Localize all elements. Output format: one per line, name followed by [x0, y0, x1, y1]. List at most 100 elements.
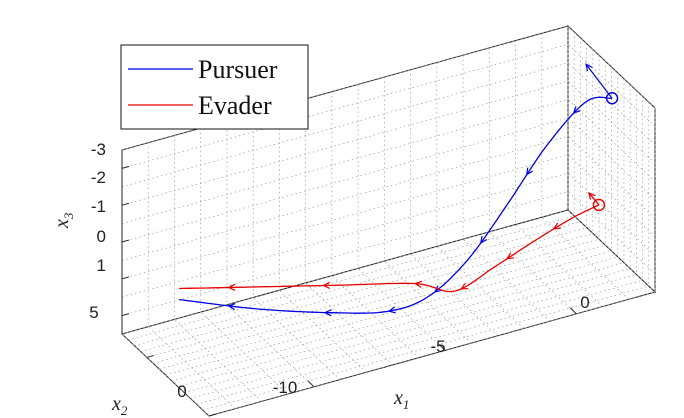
y-axis-tick: [146, 354, 154, 358]
grid-line: [384, 260, 472, 344]
grid-line: [121, 136, 569, 261]
y-tick-label: 0: [177, 382, 186, 401]
grid-line: [489, 231, 577, 315]
direction-arrow-pursuer: [572, 106, 581, 114]
legend-label-evader: Evader: [198, 91, 272, 120]
grid-line: [567, 117, 656, 201]
grid-line: [305, 282, 393, 366]
grid-line: [190, 274, 637, 399]
legend: Pursuer Evader: [120, 44, 309, 130]
grid-line: [121, 117, 569, 243]
grid-line: [134, 221, 581, 347]
grid-line: [146, 233, 593, 358]
y-axis-label-sub: 2: [121, 403, 128, 418]
x-axis-label-main: x: [393, 387, 403, 409]
z-axis-tick: [121, 276, 130, 280]
grid-line: [196, 279, 643, 405]
grid-line: [515, 224, 603, 307]
direction-arrow-pursuer: [227, 303, 236, 311]
grid-line: [177, 262, 625, 388]
z-axis-tick: [121, 239, 130, 243]
series-line-evader: [179, 204, 600, 293]
grid-line: [567, 80, 656, 164]
legend-box: [120, 44, 309, 130]
grid-line: [121, 154, 569, 280]
y-axis-label: x2: [111, 393, 128, 418]
grid-line: [567, 172, 656, 256]
z-tick-labels: -3 -2 -1 0 1: [91, 140, 106, 275]
direction-arrow-pursuer: [387, 306, 396, 314]
direction-arrow-evader: [459, 282, 469, 290]
grid-line: [331, 275, 420, 358]
x-tick-label: 0: [580, 293, 589, 312]
z-tick-label: -1: [91, 197, 106, 216]
grid-line: [462, 238, 551, 322]
z-tick-label: 1: [97, 256, 106, 275]
y-axis-tick: [208, 413, 217, 417]
x-axis-label: x1: [393, 387, 409, 412]
direction-arrow-pursuer: [526, 167, 534, 176]
grid-line: [165, 250, 612, 376]
grid-line: [208, 291, 656, 417]
x-axis-tick: [438, 343, 446, 351]
series-line-pursuer: [179, 96, 613, 314]
heading-line-evader: [588, 192, 600, 206]
grid-line: [159, 244, 606, 370]
z-axis-tick: [121, 313, 130, 317]
direction-arrow-evader: [413, 280, 423, 288]
z-axis-tick: [121, 202, 130, 206]
grid-line: [121, 172, 569, 298]
direction-arrow-pursuer: [323, 309, 332, 317]
legend-label-pursuer: Pursuer: [198, 55, 278, 84]
grid-line: [121, 209, 569, 335]
grid-line: [121, 191, 569, 316]
start-marker-evader: [592, 198, 606, 212]
series-layer: [179, 63, 619, 317]
grid-line: [567, 154, 656, 238]
z-axis-label-sub: 3: [61, 212, 76, 220]
z-tick-label: -3: [91, 140, 106, 159]
direction-arrow-evader: [552, 222, 561, 230]
x-axis-label-sub: 1: [403, 397, 410, 412]
grid-line: [152, 238, 600, 364]
heading-line-pursuer: [585, 63, 613, 99]
grid-line: [140, 227, 587, 352]
grid-line: [128, 215, 575, 341]
y-tick-labels: 0 5: [89, 303, 186, 401]
heading-arrow-pursuer: [585, 63, 593, 72]
start-marker-pursuer: [605, 92, 619, 105]
grid-line: [121, 44, 569, 169]
grid-line: [567, 209, 656, 293]
heading-arrow-evader: [588, 191, 596, 200]
grid-line: [184, 268, 631, 393]
z-axis-label-main: x: [51, 219, 73, 229]
grid-line: [567, 136, 656, 219]
grid-line: [436, 246, 525, 329]
x-tick-labels: -10 -5 0: [273, 293, 590, 397]
grid-line: [121, 99, 569, 224]
z-tick-label: -2: [91, 168, 106, 187]
y-axis-label-main: x: [111, 393, 121, 415]
grid-line: [121, 80, 569, 206]
x-tick-label: -5: [430, 337, 445, 356]
axes: [121, 150, 577, 417]
grid-line: [171, 256, 618, 382]
y-tick-label: 5: [89, 303, 98, 322]
direction-arrow-pursuer: [480, 235, 488, 245]
grid-line: [567, 44, 656, 127]
grid-line: [202, 285, 649, 411]
grid-line: [567, 25, 656, 109]
direction-arrow-evader: [505, 252, 515, 260]
direction-arrow-evader: [227, 283, 236, 291]
grid-line: [567, 191, 656, 274]
grid-line: [541, 217, 630, 300]
z-axis-tick: [121, 165, 130, 169]
z-tick-label: 0: [97, 227, 106, 246]
direction-arrow-pursuer: [433, 285, 442, 293]
z-axis-label: x3: [51, 212, 76, 229]
x-tick-label: -10: [273, 378, 298, 397]
grid-line: [410, 253, 498, 337]
direction-arrow-evader: [322, 281, 331, 289]
x-axis-tick: [569, 307, 577, 315]
